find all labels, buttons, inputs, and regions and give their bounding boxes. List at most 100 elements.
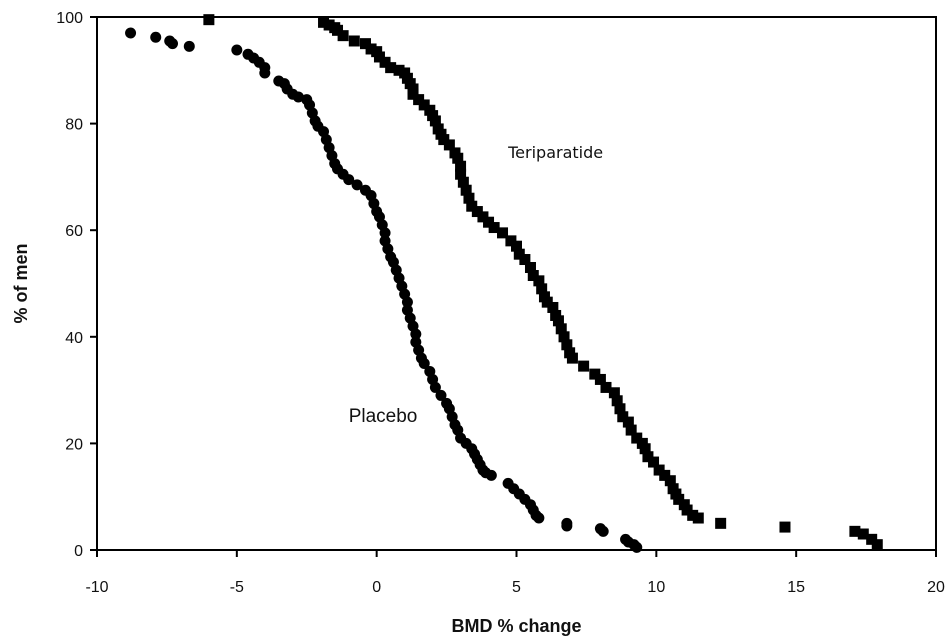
data-point-square	[429, 115, 441, 127]
x-tick-label: 5	[512, 579, 521, 596]
plot-marks	[125, 14, 883, 553]
data-point-square	[648, 456, 660, 468]
data-point-square	[642, 451, 654, 463]
x-tick-label: -5	[230, 579, 244, 596]
data-point-square	[497, 227, 509, 239]
data-point-circle	[231, 44, 243, 56]
data-point-square	[541, 296, 553, 308]
data-point-square	[318, 16, 330, 28]
data-point-square	[547, 301, 559, 313]
series-1	[203, 14, 883, 551]
data-point-square	[455, 168, 467, 180]
data-point-square	[471, 206, 483, 218]
data-point-square	[373, 51, 385, 63]
data-point-circle	[597, 525, 609, 537]
data-point-square	[466, 200, 478, 212]
data-point-square	[614, 403, 626, 415]
y-axis: 0 20 40 60 80 100	[56, 10, 97, 560]
data-point-square	[871, 539, 883, 551]
data-point-circle	[379, 227, 391, 239]
y-tick-label: 80	[65, 117, 83, 134]
data-point-circle	[533, 512, 545, 524]
data-point-square	[857, 528, 869, 540]
x-tick-label: 0	[372, 579, 381, 596]
data-point-square	[561, 339, 573, 351]
data-point-square	[625, 424, 637, 436]
y-tick-label: 60	[65, 223, 83, 240]
data-point-square	[488, 222, 500, 234]
data-point-square	[457, 176, 469, 188]
data-point-circle	[485, 469, 497, 481]
data-point-square	[438, 134, 450, 146]
data-point-square	[536, 283, 548, 295]
data-point-square	[639, 443, 651, 455]
data-point-square	[622, 416, 634, 428]
data-point-square	[578, 360, 590, 372]
data-point-circle	[410, 328, 422, 340]
data-point-square	[413, 94, 425, 106]
data-point-circle	[343, 174, 355, 186]
x-axis-title: BMD % change	[451, 616, 581, 636]
data-point-square	[452, 152, 464, 164]
annotation-label: Placebo	[349, 406, 418, 427]
data-point-square	[594, 373, 606, 385]
data-point-circle	[167, 38, 179, 50]
data-point-square	[505, 235, 517, 247]
data-point-square	[443, 139, 455, 151]
data-point-square	[513, 248, 525, 260]
data-point-square	[463, 192, 475, 204]
data-point-square	[673, 493, 685, 505]
data-point-square	[332, 24, 344, 36]
data-point-circle	[292, 91, 304, 103]
annotation-label: Teriparatide	[507, 143, 603, 162]
data-point-circle	[125, 27, 137, 39]
data-point-square	[611, 395, 623, 407]
y-tick-label: 100	[56, 10, 83, 27]
data-point-square	[589, 368, 601, 380]
data-point-square	[631, 432, 643, 444]
y-tick-label: 0	[74, 543, 83, 560]
data-point-square	[407, 88, 419, 100]
x-tick-label: -10	[85, 579, 108, 596]
x-tick-label: 15	[787, 579, 805, 596]
data-point-circle	[183, 40, 195, 52]
data-point-square	[566, 352, 578, 364]
data-point-square	[552, 315, 564, 327]
data-point-circle	[429, 381, 441, 393]
data-point-square	[359, 38, 371, 50]
x-tick-label: 20	[927, 579, 945, 596]
data-point-circle	[150, 31, 162, 43]
data-point-square	[664, 475, 676, 487]
data-point-square	[617, 411, 629, 423]
data-point-square	[653, 464, 665, 476]
y-tick-label: 40	[65, 330, 83, 347]
y-axis-title: % of men	[11, 243, 31, 323]
data-point-circle	[401, 296, 413, 308]
y-tick-label: 20	[65, 436, 83, 453]
data-point-circle	[259, 67, 271, 79]
data-point-square	[608, 387, 620, 399]
data-point-circle	[561, 520, 573, 532]
data-point-square	[477, 211, 489, 223]
data-point-square	[692, 512, 704, 524]
data-point-square	[203, 14, 215, 26]
data-point-square	[365, 43, 377, 55]
data-point-square	[533, 275, 545, 287]
data-point-square	[418, 99, 430, 111]
data-point-square	[779, 521, 791, 533]
data-point-square	[393, 64, 405, 76]
data-point-circle	[435, 389, 447, 401]
data-point-square	[527, 270, 539, 282]
data-point-square	[337, 30, 349, 42]
x-tick-label: 10	[647, 579, 665, 596]
data-point-square	[460, 184, 472, 196]
data-point-square	[519, 254, 531, 266]
data-point-square	[555, 323, 567, 335]
data-point-square	[323, 19, 335, 31]
data-point-square	[379, 56, 391, 68]
data-point-circle	[351, 179, 363, 191]
data-point-square	[849, 525, 861, 537]
data-point-square	[558, 331, 570, 343]
